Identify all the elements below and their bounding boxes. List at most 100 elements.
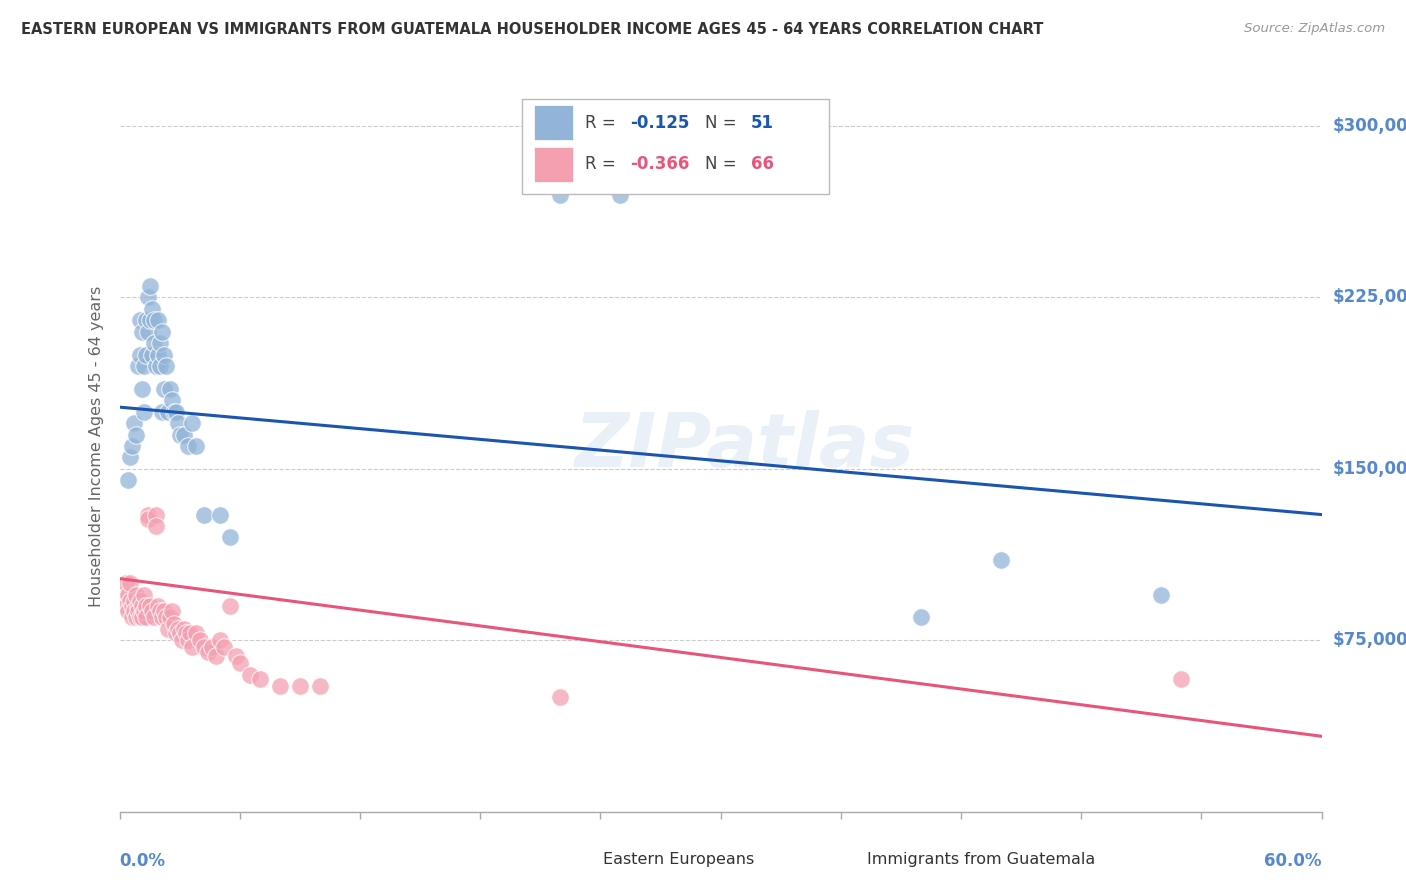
Point bbox=[193, 640, 215, 655]
Point bbox=[124, 588, 146, 602]
Point bbox=[145, 508, 167, 522]
Point bbox=[169, 427, 191, 442]
Point bbox=[118, 594, 141, 608]
Point bbox=[176, 633, 198, 648]
Text: $150,000: $150,000 bbox=[1333, 460, 1406, 478]
Point bbox=[162, 617, 184, 632]
Text: Immigrants from Guatemala: Immigrants from Guatemala bbox=[868, 852, 1095, 867]
Text: R =: R = bbox=[585, 113, 620, 132]
Point bbox=[1170, 672, 1192, 686]
Point bbox=[159, 610, 181, 624]
Text: ZIPatlas: ZIPatlas bbox=[575, 409, 915, 483]
Point bbox=[122, 416, 145, 430]
Point bbox=[128, 594, 150, 608]
Point bbox=[132, 588, 155, 602]
Text: 60.0%: 60.0% bbox=[1264, 852, 1322, 870]
Point bbox=[218, 599, 240, 613]
Point bbox=[145, 519, 167, 533]
Point bbox=[149, 336, 172, 351]
Point bbox=[132, 359, 155, 373]
Point bbox=[121, 599, 143, 613]
Text: -0.125: -0.125 bbox=[630, 113, 690, 132]
Point bbox=[170, 633, 193, 648]
Point bbox=[146, 599, 169, 613]
Point bbox=[122, 603, 145, 617]
Point bbox=[184, 626, 207, 640]
Text: Eastern Europeans: Eastern Europeans bbox=[603, 852, 754, 867]
Point bbox=[138, 313, 160, 327]
Point bbox=[136, 325, 159, 339]
Point bbox=[146, 313, 169, 327]
Point bbox=[180, 640, 202, 655]
FancyBboxPatch shape bbox=[522, 99, 828, 194]
Point bbox=[132, 603, 155, 617]
Point bbox=[128, 313, 150, 327]
Point bbox=[228, 656, 252, 670]
Point bbox=[174, 626, 197, 640]
Point bbox=[114, 576, 136, 591]
Point bbox=[1150, 588, 1173, 602]
Point bbox=[239, 667, 262, 681]
Point bbox=[135, 610, 157, 624]
Point bbox=[138, 279, 160, 293]
Point bbox=[131, 325, 153, 339]
Point bbox=[131, 599, 153, 613]
Point bbox=[165, 626, 187, 640]
Point bbox=[117, 473, 139, 487]
Point bbox=[127, 603, 149, 617]
Point bbox=[142, 336, 165, 351]
Point bbox=[165, 405, 187, 419]
Point bbox=[155, 610, 177, 624]
Point bbox=[208, 633, 231, 648]
Point bbox=[156, 622, 179, 636]
Point bbox=[184, 439, 207, 453]
Point bbox=[309, 679, 332, 693]
Point bbox=[609, 187, 631, 202]
Point bbox=[121, 610, 143, 624]
Text: N =: N = bbox=[704, 155, 742, 173]
Point bbox=[124, 610, 146, 624]
Point bbox=[169, 626, 191, 640]
Point bbox=[176, 439, 198, 453]
Text: EASTERN EUROPEAN VS IMMIGRANTS FROM GUATEMALA HOUSEHOLDER INCOME AGES 45 - 64 YE: EASTERN EUROPEAN VS IMMIGRANTS FROM GUAT… bbox=[21, 22, 1043, 37]
Point bbox=[204, 649, 226, 664]
Point bbox=[156, 405, 179, 419]
Point bbox=[142, 610, 165, 624]
Point bbox=[288, 679, 311, 693]
Point bbox=[131, 610, 153, 624]
Point bbox=[128, 610, 150, 624]
Point bbox=[145, 359, 167, 373]
Point bbox=[150, 325, 173, 339]
Text: 0.0%: 0.0% bbox=[120, 852, 166, 870]
Point bbox=[135, 313, 157, 327]
Point bbox=[117, 603, 139, 617]
Point bbox=[910, 610, 932, 624]
Point bbox=[118, 576, 141, 591]
Point bbox=[166, 416, 188, 430]
Point bbox=[160, 393, 183, 408]
Text: $300,000: $300,000 bbox=[1333, 117, 1406, 135]
Point bbox=[118, 450, 141, 465]
Point bbox=[149, 359, 172, 373]
Point bbox=[112, 588, 135, 602]
Point bbox=[146, 348, 169, 362]
Point bbox=[127, 599, 149, 613]
Point bbox=[150, 610, 173, 624]
Point bbox=[152, 603, 174, 617]
Point bbox=[114, 599, 136, 613]
Point bbox=[135, 599, 157, 613]
Point bbox=[132, 405, 155, 419]
Point bbox=[141, 603, 163, 617]
Text: Source: ZipAtlas.com: Source: ZipAtlas.com bbox=[1244, 22, 1385, 36]
Text: $75,000: $75,000 bbox=[1333, 632, 1406, 649]
Point bbox=[990, 553, 1012, 567]
Point bbox=[152, 382, 174, 396]
Point bbox=[117, 588, 139, 602]
FancyBboxPatch shape bbox=[534, 105, 572, 140]
Point bbox=[122, 594, 145, 608]
Point bbox=[166, 622, 188, 636]
Point bbox=[550, 690, 572, 705]
Point bbox=[155, 359, 177, 373]
Point bbox=[150, 405, 173, 419]
Point bbox=[208, 508, 231, 522]
